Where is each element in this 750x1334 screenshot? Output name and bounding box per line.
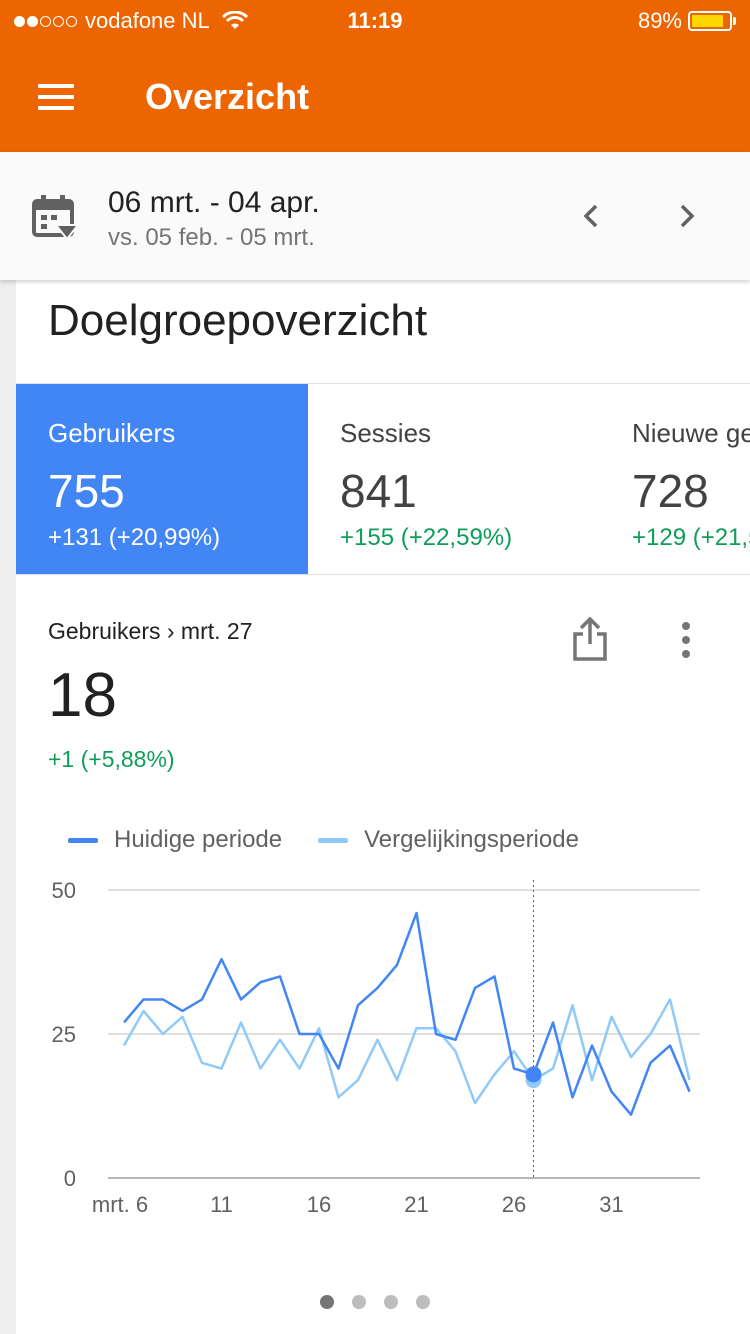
page-indicator	[320, 1295, 448, 1309]
app-header: vodafone NL 11:19 89% Overzicht	[0, 0, 750, 152]
chevron-right-icon[interactable]	[668, 198, 704, 234]
metric-value: 755	[48, 465, 125, 517]
metric-label: Sessies	[340, 418, 432, 448]
y-tick-label: 0	[64, 1166, 76, 1191]
carrier-name: vodafone NL	[85, 8, 210, 33]
date-range-comparison: vs. 05 feb. - 05 mrt.	[108, 224, 315, 251]
metric-value: 841	[340, 465, 417, 517]
legend-label: Huidige periode	[114, 826, 283, 853]
y-tick-label: 50	[52, 878, 76, 903]
signal-dot	[40, 15, 51, 27]
share-icon[interactable]	[570, 616, 610, 662]
legend-swatch	[68, 837, 98, 843]
metric-label: Nieuwe gebruikers	[632, 418, 750, 448]
users-line-chart[interactable]: 0 25 50 mrt. 6 11 16 21 26 31	[16, 870, 750, 1230]
battery-percent: 89%	[637, 8, 682, 33]
page-dot[interactable]	[384, 1295, 398, 1309]
detail-heading: Gebruikers › mrt. 27	[48, 618, 253, 644]
metric-tab-new-users[interactable]: Nieuwe gebruikers 728 +129 (+21,53%)	[600, 384, 750, 574]
signal-dot	[27, 15, 38, 27]
metric-delta: +155 (+22,59%)	[340, 524, 513, 551]
x-tick-label: 31	[599, 1192, 623, 1217]
y-tick-label: 25	[52, 1022, 76, 1047]
metric-label: Gebruikers	[48, 418, 176, 448]
card-title: Doelgroepoverzicht	[48, 296, 428, 345]
x-tick-label: 21	[404, 1192, 428, 1217]
page-dot[interactable]	[352, 1295, 366, 1309]
legend-swatch	[318, 837, 349, 843]
page-dot[interactable]	[320, 1295, 334, 1309]
more-vert-icon[interactable]	[672, 620, 700, 660]
date-range-bar[interactable]: 06 mrt. - 04 apr. vs. 05 feb. - 05 mrt.	[0, 152, 750, 280]
metric-delta: +131 (+20,99%)	[48, 524, 221, 551]
legend-item-comparison: Vergelijkingsperiode	[318, 826, 579, 854]
clock: 11:19	[347, 8, 403, 33]
x-tick-label: 11	[210, 1192, 233, 1217]
battery-indicator: 89%	[638, 8, 736, 34]
signal-dot	[53, 15, 64, 27]
battery-icon	[688, 11, 732, 31]
chevron-left-icon[interactable]	[574, 198, 610, 234]
metric-tab-sessions[interactable]: Sessies 841 +155 (+22,59%)	[308, 384, 600, 574]
legend-item-current: Huidige periode	[68, 826, 282, 854]
page-dot[interactable]	[416, 1295, 430, 1309]
page-title: Overzicht	[145, 76, 310, 117]
x-tick-label: 16	[307, 1192, 331, 1217]
series-line-comparison	[122, 998, 691, 1105]
wifi-icon	[221, 11, 248, 29]
metric-delta: +129 (+21,53%)	[632, 524, 750, 551]
audience-overview-card: Doelgroepoverzicht Gebruikers 755 +131 (…	[16, 280, 750, 1334]
x-tick-label: 26	[502, 1192, 526, 1217]
chart-legend: Huidige periode Vergelijkingsperiode	[68, 826, 615, 854]
legend-label: Vergelijkingsperiode	[364, 826, 579, 853]
detail-delta: +1 (+5,88%)	[48, 746, 175, 772]
menu-icon[interactable]	[38, 84, 74, 110]
metric-tabs: Gebruikers 755 +131 (+20,99%) Sessies 84…	[16, 383, 750, 575]
carrier-info: vodafone NL	[14, 8, 248, 34]
status-bar: vodafone NL 11:19 89%	[0, 0, 750, 40]
calendar-icon[interactable]	[32, 195, 80, 241]
detail-value: 18	[48, 661, 117, 730]
date-range-primary: 06 mrt. - 04 apr.	[108, 186, 320, 219]
metric-tab-users[interactable]: Gebruikers 755 +131 (+20,99%)	[16, 384, 308, 574]
series-line-current	[123, 911, 691, 1116]
x-tick-label: mrt. 6	[92, 1192, 148, 1217]
signal-dot	[66, 15, 77, 27]
highlight-point-current	[525, 1066, 542, 1083]
metric-value: 728	[632, 465, 709, 517]
signal-dot	[14, 15, 25, 27]
